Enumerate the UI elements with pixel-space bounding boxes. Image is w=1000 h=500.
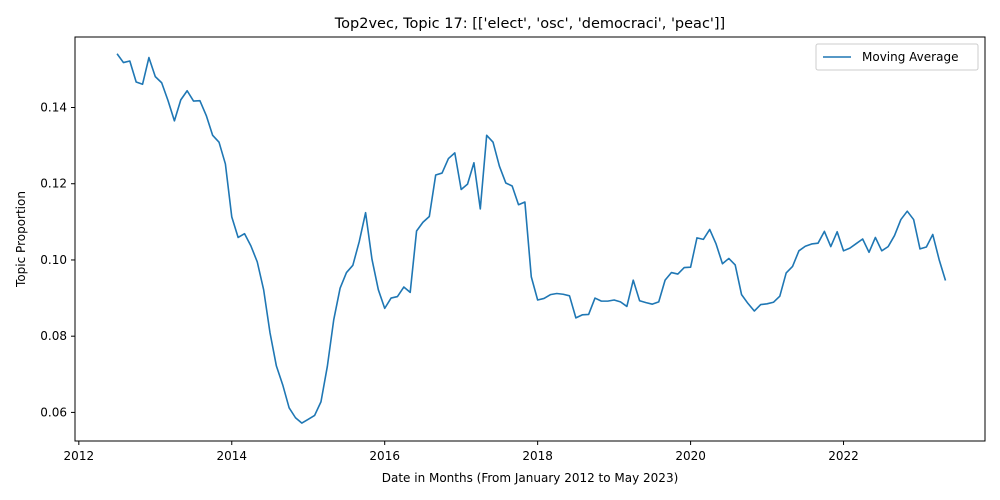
series-line-moving-average	[116, 53, 947, 424]
y-tick-label: 0.12	[40, 177, 67, 191]
legend: Moving Average	[815, 43, 979, 71]
x-tick-label: 2016	[369, 449, 400, 463]
x-axis-ticks: 2012 2014 2016 2018 2020 2022	[64, 441, 859, 463]
y-axis-ticks: 0.06 0.08 0.10 0.12 0.14	[40, 101, 75, 419]
x-tick-label: 2022	[828, 449, 859, 463]
plot-area: 2012 2014 2016 2018 2020 2022 0.06 0.08 0.10 0.1…	[40, 36, 986, 463]
y-tick-label: 0.06	[40, 405, 67, 419]
x-tick-label: 2020	[675, 449, 706, 463]
x-tick-label: 2018	[522, 449, 553, 463]
y-axis-label: Topic Proportion	[14, 191, 28, 288]
x-axis-label: Date in Months (From January 2012 to May…	[382, 471, 679, 485]
y-tick-label: 0.10	[40, 253, 67, 267]
legend-box	[815, 43, 979, 71]
plot-frame	[74, 36, 986, 442]
y-tick-label: 0.14	[40, 101, 67, 115]
y-tick-label: 0.08	[40, 329, 67, 343]
x-tick-label: 2012	[64, 449, 95, 463]
legend-label: Moving Average	[862, 50, 958, 64]
chart-title: Top2vec, Topic 17: [['elect', 'osc', 'de…	[334, 16, 725, 32]
series-layer	[116, 53, 947, 424]
x-tick-label: 2014	[216, 449, 247, 463]
